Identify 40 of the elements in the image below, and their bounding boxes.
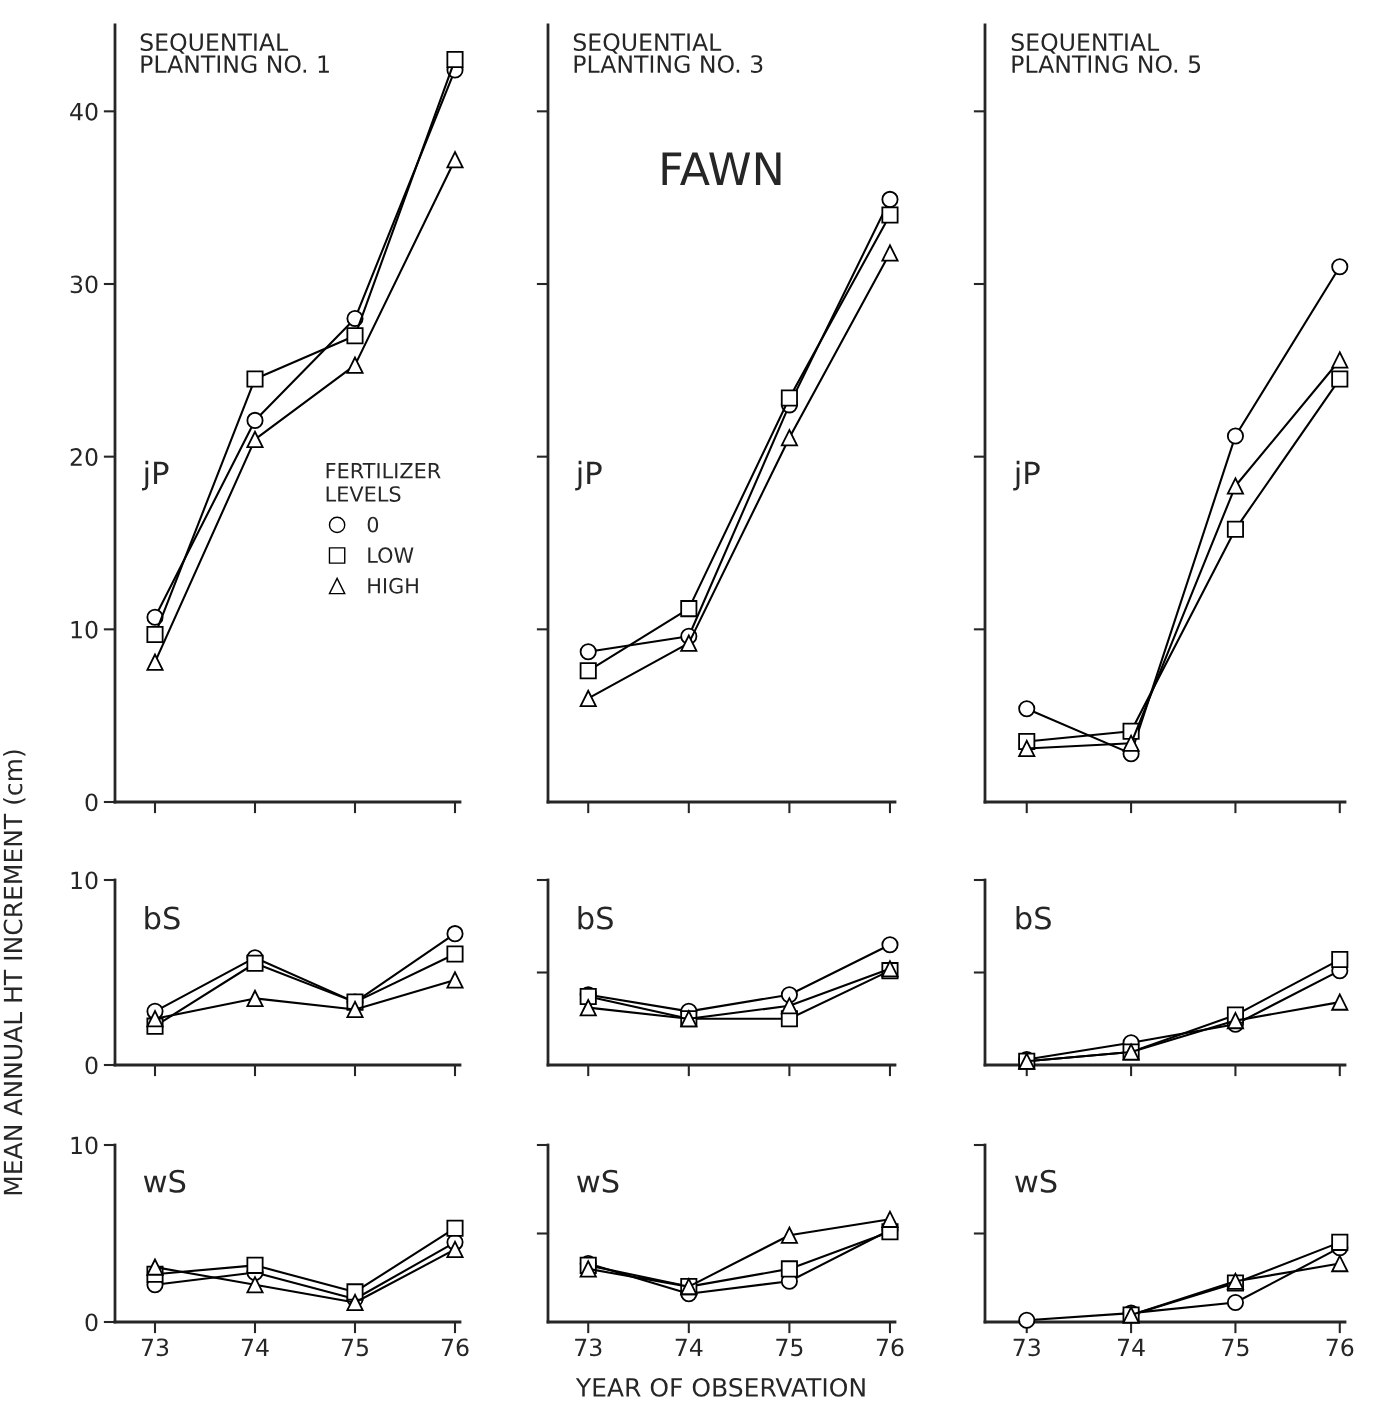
x-tick-label: 75: [776, 1338, 803, 1357]
x-tick-label: 75: [341, 1338, 368, 1357]
x-tick-label: 73: [575, 1338, 602, 1357]
annotation: wS: [143, 1169, 186, 1193]
y-tick-label: 0: [85, 1056, 98, 1075]
text: SEQUENTIAL PLANTING NO. 5: [1011, 33, 1201, 73]
legend-title: FERTILIZER LEVELS: [326, 463, 441, 502]
annotation: bS: [1016, 905, 1051, 930]
y-tick-label: 10: [71, 1136, 98, 1155]
annotation: wS: [577, 1169, 619, 1193]
x-axis-title: YEAR OF OBSERVATION: [575, 1377, 865, 1397]
x-tick-label: 73: [1013, 1338, 1040, 1357]
legend-label: HIGH: [368, 577, 418, 594]
y-tick-label: 30: [70, 275, 98, 294]
x-tick-label: 76: [1326, 1338, 1354, 1357]
y-tick-label: 20: [70, 448, 98, 466]
x-tick-label: 74: [675, 1338, 703, 1356]
annotation: jP: [142, 460, 169, 491]
annotation: wS: [1015, 1169, 1057, 1193]
x-tick-label: 73: [141, 1338, 169, 1357]
x-tick-label: 74: [1118, 1338, 1145, 1356]
x-tick-label: 76: [441, 1338, 469, 1357]
x-tick-label: 76: [876, 1338, 904, 1357]
x-tick-label: 74: [241, 1338, 269, 1356]
legend-label: LOW: [368, 547, 414, 564]
y-tick-label: 10: [71, 620, 98, 639]
x-tick-label: 75: [1222, 1338, 1249, 1357]
annotation: bS: [578, 905, 613, 930]
y-axis-title: MEAN ANNUAL HT INCREMENT (cm): [3, 750, 26, 1195]
annotation: FAWN: [662, 152, 781, 185]
text: SEQUENTIAL PLANTING NO. 3: [573, 33, 763, 73]
annotation: bS: [145, 905, 180, 930]
y-tick-label: 0: [85, 793, 98, 812]
legend-label: 0: [367, 516, 379, 533]
annotation: jP: [1013, 460, 1040, 491]
y-tick-label: 10: [71, 871, 98, 890]
y-tick-label: 0: [85, 1313, 98, 1332]
annotation: jP: [575, 460, 602, 491]
text: SEQUENTIAL PLANTING NO. 1: [140, 33, 329, 73]
y-tick-label: 40: [70, 102, 98, 121]
